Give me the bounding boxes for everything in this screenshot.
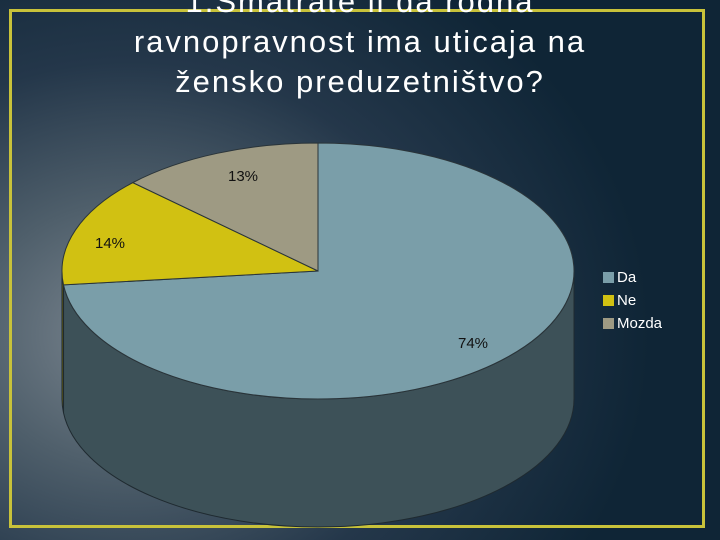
legend-label-mozda: Mozda: [617, 315, 663, 332]
legend-item-mozda: Mozda: [603, 312, 662, 335]
title-line-3: žensko preduzetništvo?: [175, 64, 545, 99]
chart-legend: Da Ne Mozda: [603, 266, 662, 335]
slice-ne: [61, 182, 319, 286]
legend-label-da: Da: [617, 269, 637, 286]
legend-swatch-da: [603, 272, 614, 283]
title-line-2: ravnopravnost ima uticaja na: [133, 24, 587, 59]
legend-label-ne: Ne: [617, 292, 637, 309]
slice-label-ne: 14%: [95, 235, 125, 252]
slice-side-ne: [61, 270, 65, 414]
slice-label-mozda: 13%: [228, 168, 258, 185]
slide-frame: [9, 9, 705, 528]
legend-item-ne: Ne: [603, 289, 662, 312]
slice-mozda: [131, 142, 319, 272]
slice-label-da: 74%: [458, 335, 488, 352]
legend-item-da: Da: [603, 266, 662, 289]
title-line-1: 1.Smatrate li da rodna: [185, 0, 535, 19]
legend-swatch-mozda: [603, 318, 614, 329]
slice-da: [62, 142, 575, 400]
legend-swatch-ne: [603, 295, 614, 306]
slide-title: 1.Smatrate li da rodna ravnopravnost ima…: [0, 0, 720, 102]
pie-top: [61, 142, 575, 400]
pie-labels: 74% 14% 13%: [95, 168, 488, 352]
